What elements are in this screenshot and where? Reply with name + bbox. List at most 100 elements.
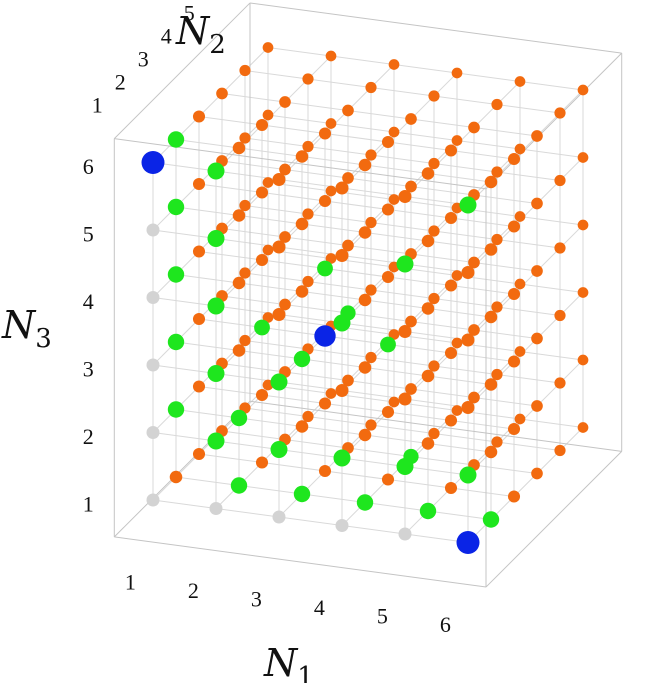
point-orange-1-3-6 [192, 110, 206, 123]
point-orange-5-2-5 [421, 234, 435, 248]
tick-n1-5: 5 [377, 603, 388, 628]
point-orange-3-2-2 [295, 420, 309, 433]
point-orange-3-5-6 [365, 81, 377, 94]
grid-line-n2 [467, 157, 584, 273]
point-orange-5-4-6 [468, 121, 480, 134]
grid-line-n1 [198, 318, 515, 362]
tick-n3-2: 2 [83, 424, 94, 449]
point-orange-5-2-3 [421, 369, 435, 383]
grid-line-n2 [467, 224, 584, 341]
point-orange-5-6-3 [514, 278, 526, 290]
point-green-2-1-2 [207, 432, 225, 450]
grid-line-n1 [244, 205, 561, 249]
point-orange-3-1-4 [272, 308, 286, 321]
point-orange-4-1-6 [335, 181, 349, 195]
tick-n1-4: 4 [314, 595, 325, 620]
point-orange-6-6-2 [577, 354, 589, 366]
box-edge [114, 536, 487, 588]
point-orange-6-5-6 [554, 107, 566, 119]
point-orange-6-3-4 [507, 287, 521, 301]
point-orange-2-5-3 [302, 275, 314, 288]
point-orange-6-4-1 [531, 467, 543, 480]
point-orange-3-4-6 [342, 104, 354, 117]
point-green-6-1-6 [459, 196, 477, 214]
tick-n2-3: 3 [138, 46, 149, 71]
point-green-1-2-5 [167, 198, 185, 216]
point-orange-3-6-5 [388, 126, 400, 138]
point-gray-1-1-3 [146, 358, 160, 372]
point-orange-3-4-2 [342, 374, 354, 387]
point-orange-2-3-2 [255, 388, 269, 402]
point-orange-2-6-6 [325, 50, 337, 62]
point-orange-4-6-3 [451, 270, 463, 281]
point-orange-3-4-4 [342, 239, 354, 252]
point-orange-6-5-5 [554, 174, 566, 187]
point-orange-3-1-6 [272, 173, 286, 186]
point-orange-2-6-4 [325, 185, 337, 197]
box-edge [485, 52, 623, 190]
point-green-6-2-1 [482, 511, 500, 528]
axis-title-n1: N1 [263, 641, 314, 683]
grid-line-n1 [198, 251, 515, 295]
grid-line-n2 [215, 55, 332, 172]
grid-line-n1 [152, 432, 469, 476]
point-orange-2-4-5 [279, 163, 291, 176]
grid-line-n1 [152, 364, 469, 408]
point-green-3-1-2 [270, 441, 288, 458]
point-gray-5-1-1 [398, 527, 412, 541]
point-orange-3-3-5 [318, 194, 332, 208]
point-orange-5-3-1 [444, 481, 458, 495]
point-orange-6-2-5 [484, 243, 498, 256]
point-green-4-1-4 [333, 314, 351, 332]
point-orange-2-3-4 [255, 253, 269, 267]
grid-line-n1 [244, 272, 561, 316]
grid-line-n1 [221, 93, 538, 137]
point-orange-3-1-5 [272, 240, 286, 254]
point-orange-2-2-3 [232, 344, 246, 357]
grid-line-n1 [198, 116, 515, 160]
point-orange-4-2-5 [358, 226, 372, 239]
tick-labels: 123456123456123456 [83, 0, 451, 637]
point-gray-1-1-2 [146, 426, 160, 439]
point-orange-4-3-5 [381, 203, 395, 216]
point-orange-2-6-5 [325, 118, 337, 129]
box-edge [113, 400, 251, 538]
point-orange-6-4-6 [531, 130, 543, 142]
point-green-2-2-1 [230, 477, 248, 494]
point-blue-1-1-6 [141, 151, 165, 174]
point-gray-4-1-1 [335, 519, 349, 532]
grid-line-n2 [404, 81, 521, 197]
grid-line-n1 [267, 182, 584, 226]
point-orange-4-4-2 [405, 383, 417, 395]
point-orange-3-3-6 [318, 127, 332, 140]
point-orange-3-2-6 [295, 150, 309, 163]
point-orange-6-3-3 [507, 355, 521, 368]
point-orange-5-2-2 [421, 437, 435, 450]
point-orange-3-5-5 [365, 149, 377, 161]
grid-line-n2 [341, 72, 458, 189]
point-orange-2-2-6 [232, 141, 246, 155]
point-orange-3-4-5 [342, 172, 354, 184]
point-orange-5-1-4 [398, 325, 412, 338]
box-edge [113, 2, 251, 140]
grid-line-n2 [467, 359, 584, 476]
point-orange-1-3-1 [192, 447, 206, 461]
point-green-3-2-3 [293, 350, 311, 368]
point-orange-5-2-4 [421, 302, 435, 315]
grid-line-n1 [198, 386, 515, 430]
point-orange-3-5-1 [365, 419, 377, 431]
point-orange-2-5-6 [302, 73, 314, 85]
point-orange-5-4-4 [468, 256, 480, 269]
point-orange-6-1-4 [461, 333, 475, 347]
point-blue-3-3-3 [314, 325, 336, 347]
point-orange-1-5-2 [239, 334, 251, 347]
grid-line-n1 [221, 430, 538, 474]
point-green-4-2-1 [356, 494, 374, 511]
point-orange-1-6-3 [262, 244, 274, 256]
point-orange-2-2-5 [232, 209, 246, 222]
point-orange-6-2-3 [484, 378, 498, 391]
point-orange-2-5-5 [302, 140, 314, 153]
point-orange-6-3-5 [507, 220, 521, 233]
point-orange-1-5-5 [239, 132, 251, 144]
